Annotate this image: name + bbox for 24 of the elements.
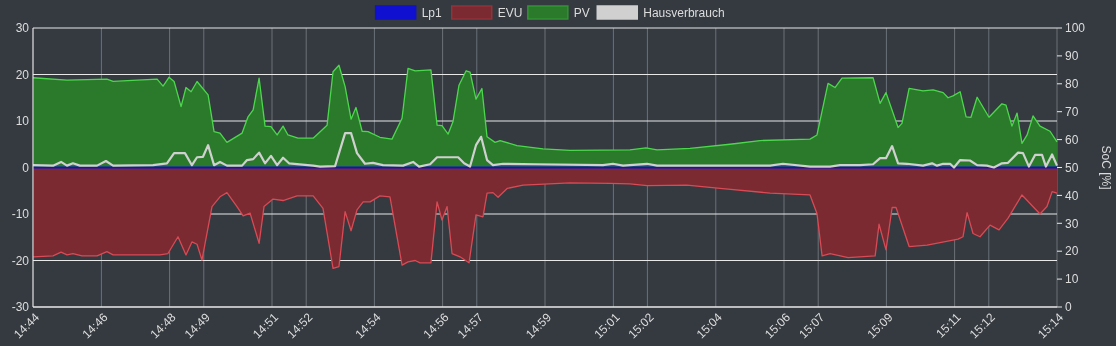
y-tick-label: 10: [15, 114, 30, 129]
legend-label: EVU: [497, 5, 523, 20]
y2-axis-title: SoC [%]: [1099, 145, 1113, 190]
legend-label: PV: [573, 5, 590, 20]
y2-tick-label: 30: [1065, 216, 1079, 231]
y2-tick-label: 40: [1065, 188, 1079, 203]
y2-tick-label: 100: [1065, 21, 1086, 36]
y2-tick-label: 10: [1065, 272, 1079, 287]
y2-tick-label: 90: [1065, 49, 1079, 64]
y2-tick-label: 20: [1065, 244, 1079, 259]
legend-label: Hausverbrauch: [643, 5, 725, 20]
y-tick-label: 20: [15, 67, 30, 82]
y2-tick-label: 60: [1065, 132, 1079, 147]
y-tick-label: -10: [11, 207, 30, 222]
y2-tick-label: 70: [1065, 104, 1079, 119]
y-tick-label: -20: [11, 253, 30, 268]
y-tick-label: 0: [22, 160, 30, 175]
y-tick-label: 30: [15, 21, 30, 36]
y-tick-label: -30: [11, 300, 30, 315]
line-series: [31, 131, 1059, 169]
legend-label: Lp1: [421, 5, 442, 20]
y2-tick-label: 50: [1065, 160, 1079, 175]
y2-tick-label: 80: [1065, 77, 1079, 91]
y2-tick-label: 0: [1065, 300, 1072, 315]
